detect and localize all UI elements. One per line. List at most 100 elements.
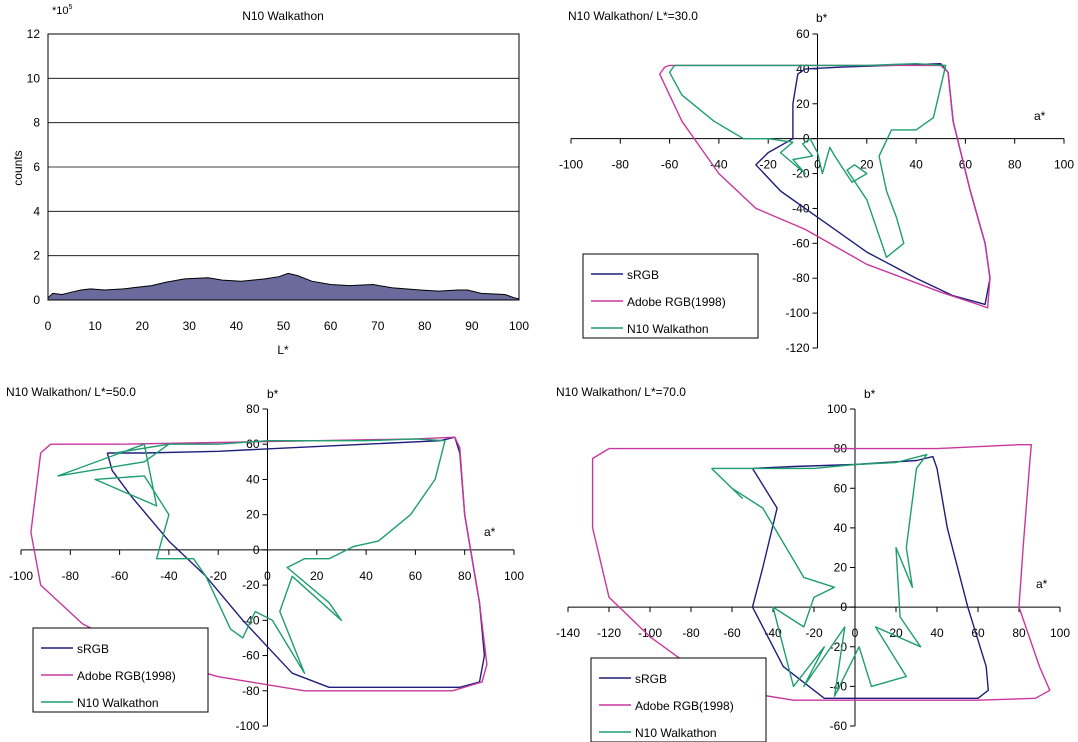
- b-axis-tick-label: -60: [242, 649, 260, 663]
- legend-label: N10 Walkathon: [627, 322, 709, 336]
- b-axis-tick-label: 20: [834, 561, 848, 575]
- b-axis-tick-label: 20: [246, 508, 260, 522]
- histogram-y-tick-label: 4: [33, 204, 40, 218]
- legend-label: Adobe RGB(1998): [627, 295, 726, 309]
- legend-label: sRGB: [627, 268, 659, 282]
- a-axis-tick-label: -120: [597, 626, 621, 640]
- a-axis-tick-label: -20: [805, 626, 823, 640]
- histogram-y-tick-label: 2: [33, 249, 40, 263]
- b-axis-tick-label: 0: [840, 600, 847, 614]
- a-axis-tick-label: -100: [559, 158, 583, 172]
- a-axis-tick-label: -20: [760, 158, 778, 172]
- gamut-chart-l30-axes: -100 -80 -60 -40 -20 0 20 40 60 80 100 -120 -100 -80 -…: [559, 27, 1074, 355]
- b-axis-tick-label: -120: [785, 341, 809, 355]
- histogram-chart: *105 N10 Walkathon counts L* 0 2 4 6 8 10 12 0 1…: [11, 4, 529, 357]
- b-axis-tick-label: -20: [792, 167, 810, 181]
- b-axis-tick-label: -20: [830, 640, 848, 654]
- gamut-chart-l30-curves: [659, 63, 991, 309]
- b-axis-tick-label: -80: [792, 271, 810, 285]
- histogram-area: [47, 272, 520, 301]
- a-axis-tick-label: 100: [504, 569, 524, 583]
- b-axis-tick-label: 20: [796, 97, 810, 111]
- a-axis-tick-label: -80: [682, 626, 700, 640]
- legend-label: N10 Walkathon: [635, 726, 717, 740]
- histogram-x-tick-label: 0: [45, 319, 52, 333]
- b-axis-tick-label: -100: [785, 306, 809, 320]
- b-axis-tick-label: 0: [803, 132, 810, 146]
- histogram-x-tick-label: 50: [277, 319, 291, 333]
- b-axis-tick-label: 0: [253, 543, 260, 557]
- legend-box: [32, 627, 209, 713]
- a-axis-tick-label: -100: [9, 569, 33, 583]
- series-line-n10-walkathon: [711, 453, 928, 697]
- histogram-y-tick-label: 0: [33, 293, 40, 307]
- a-axis-tick-label: 60: [409, 569, 423, 583]
- a-axis-tick-label: 100: [1054, 158, 1074, 172]
- a-axis-tick-label: 40: [359, 569, 373, 583]
- histogram-x-axis-label: L*: [277, 343, 289, 357]
- gamut-chart-l70-curves: [591, 444, 1051, 701]
- series-line-adobe-rgb-1998-: [591, 444, 1051, 701]
- a-axis-tick-label: 60: [971, 626, 985, 640]
- a-axis-tick-label: 80: [1008, 158, 1022, 172]
- b-axis-tick-label: -40: [830, 679, 848, 693]
- histogram-title: N10 Walkathon: [242, 9, 324, 23]
- b-axis-tick-label: 40: [834, 521, 848, 535]
- histogram-x-tick-label: 40: [230, 319, 244, 333]
- a-axis-tick-label: 80: [1012, 626, 1026, 640]
- a-axis-tick-label: 20: [889, 626, 903, 640]
- b-axis-tick-label: 60: [834, 481, 848, 495]
- series-line-n10-walkathon: [668, 63, 947, 258]
- b-axis-tick-label: 60: [246, 437, 260, 451]
- histogram-x-tick-label: 30: [183, 319, 197, 333]
- a-axis-tick-label: 40: [909, 158, 923, 172]
- histogram-x-tick-label: 90: [465, 319, 479, 333]
- legend-label: Adobe RGB(1998): [635, 699, 734, 713]
- legend-label: sRGB: [635, 672, 667, 686]
- a-axis-tick-label: 80: [458, 569, 472, 583]
- gamut-chart-l50-curves: [30, 436, 488, 692]
- gamut-chart-l70: N10 Walkathon/ L*=70.0 b* a* -140 -120 -10…: [556, 385, 1070, 742]
- a-axis-tick-label: 60: [959, 158, 973, 172]
- gamut-chart-l30-legend: sRGB Adobe RGB(1998) N10 Walkathon: [582, 253, 759, 339]
- a-axis-tick-label: -80: [62, 569, 80, 583]
- b-axis-tick-label: 80: [246, 402, 260, 416]
- series-line-n10-walkathon: [57, 438, 446, 674]
- gamut-chart-l50-x-axis-label: a*: [484, 525, 496, 539]
- histogram-x-tick-label: 20: [136, 319, 150, 333]
- b-axis-tick-label: -60: [792, 236, 810, 250]
- b-axis-tick-label: -60: [830, 719, 848, 733]
- histogram-y-tick-label: 12: [27, 27, 41, 41]
- b-axis-tick-label: -100: [235, 719, 259, 733]
- legend-label: sRGB: [77, 642, 109, 656]
- legend-box: [590, 657, 767, 742]
- a-axis-tick-label: -40: [160, 569, 178, 583]
- gamut-chart-l30: N10 Walkathon/ L*=30.0 b* a* -100 -80 -60-…: [559, 9, 1074, 355]
- histogram-x-tick-label: 60: [324, 319, 338, 333]
- y-multiplier-label: *105: [52, 4, 73, 17]
- gamut-chart-l70-legend: sRGB Adobe RGB(1998) N10 Walkathon: [590, 657, 767, 742]
- histogram-y-tick-label: 10: [27, 71, 41, 85]
- gamut-chart-l70-x-axis-label: a*: [1036, 577, 1048, 591]
- series-line-srgb: [755, 63, 991, 306]
- a-axis-tick-label: 0: [814, 158, 821, 172]
- histogram-y-axis-label: counts: [11, 150, 25, 185]
- a-axis-tick-label: 20: [310, 569, 324, 583]
- a-axis-tick-label: -20: [210, 569, 228, 583]
- a-axis-tick-label: 100: [1050, 626, 1070, 640]
- b-axis-tick-label: -20: [242, 578, 260, 592]
- gamut-chart-l30-x-axis-label: a*: [1034, 109, 1046, 123]
- histogram-grid: [47, 33, 520, 301]
- histogram-x-tick-label: 70: [371, 319, 385, 333]
- legend-label: N10 Walkathon: [77, 696, 159, 710]
- histogram-ticks: 0 2 4 6 8 10 12 0 10 20 30 40 50 60 70 80 90 100: [27, 27, 530, 333]
- b-axis-tick-label: -40: [792, 201, 810, 215]
- gamut-chart-l70-axes: -140 -120 -100 -80 -60 -40 -20 0 20 40 60 80 100 -60 -…: [556, 402, 1070, 733]
- histogram-y-tick-label: 6: [33, 160, 40, 174]
- histogram-x-tick-label: 80: [418, 319, 432, 333]
- a-axis-tick-label: -140: [556, 626, 580, 640]
- a-axis-tick-label: -80: [612, 158, 630, 172]
- histogram-x-tick-label: 100: [509, 319, 529, 333]
- b-axis-tick-label: 60: [796, 27, 810, 41]
- a-axis-tick-label: 20: [860, 158, 874, 172]
